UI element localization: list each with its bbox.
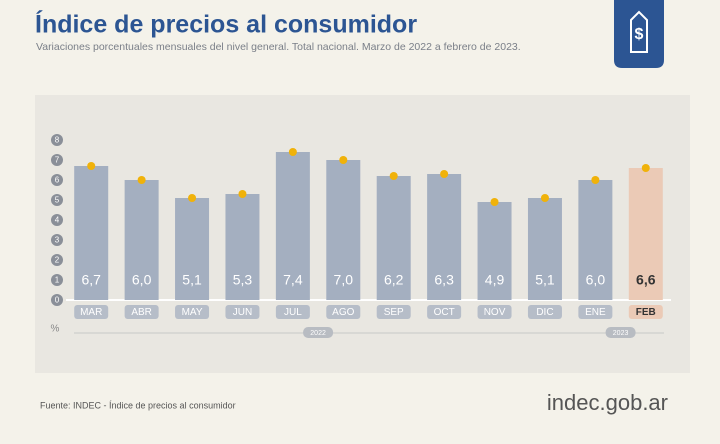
value-label: 6,2	[384, 272, 404, 288]
bar	[427, 174, 462, 300]
bar-marker	[440, 170, 449, 178]
bar	[225, 194, 260, 300]
value-label: 5,3	[233, 272, 253, 288]
y-tick-mark	[51, 294, 63, 306]
bar-marker	[188, 194, 197, 202]
y-tick-mark	[51, 234, 63, 246]
value-label: 6,3	[434, 272, 454, 288]
bar-marker	[87, 162, 96, 170]
bar-marker	[540, 194, 549, 202]
x-tick-label: JUL	[284, 307, 302, 318]
svg-text:$: $	[635, 26, 644, 43]
y-tick-label: 6	[55, 176, 60, 185]
value-label: 6,7	[81, 272, 101, 288]
bar	[74, 166, 109, 300]
value-label: 7,0	[334, 272, 354, 288]
bar	[376, 176, 411, 300]
logo: indec.gob.ar	[547, 390, 668, 415]
source: Fuente: INDEC - Índice de precios al con…	[40, 400, 236, 410]
x-tick-label: MAR	[80, 307, 102, 318]
period-label: 2022	[310, 330, 326, 337]
x-tick-label: AGO	[332, 307, 354, 318]
category-box	[427, 305, 462, 319]
y-tick-label: 5	[55, 196, 60, 205]
y-tick-label: 2	[55, 256, 60, 265]
bar	[628, 168, 663, 300]
category-box	[225, 305, 260, 319]
x-tick-label: DIC	[536, 307, 553, 318]
bar	[326, 160, 361, 300]
x-tick-label: ABR	[131, 307, 152, 318]
bar-marker	[288, 148, 297, 156]
bar	[175, 198, 210, 300]
bar-marker	[591, 176, 600, 184]
bar-marker	[238, 190, 247, 198]
category-box	[326, 305, 361, 319]
bar-marker	[339, 156, 348, 164]
y-tick-mark	[51, 214, 63, 226]
bar	[477, 202, 512, 300]
x-tick-label: FEB	[636, 307, 656, 318]
category-box	[175, 305, 210, 319]
y-tick-mark	[51, 274, 63, 286]
y-tick-label: 3	[55, 236, 60, 245]
value-label: 7,4	[283, 272, 303, 288]
value-label: 6,0	[132, 272, 152, 288]
y-tick-mark	[51, 194, 63, 206]
category-box	[275, 305, 310, 319]
icon: $	[614, 0, 664, 68]
category-box	[74, 305, 109, 319]
category-box	[376, 305, 411, 319]
value-label: 5,1	[535, 272, 555, 288]
y-tick-label: 8	[55, 136, 60, 145]
y-tick-label: 0	[55, 296, 60, 305]
y-tick-mark	[51, 154, 63, 166]
x-tick-label: ENE	[585, 307, 606, 318]
x-tick-label: OCT	[434, 307, 455, 318]
period-label: 2023	[613, 330, 629, 337]
category-box	[628, 305, 663, 319]
y-tick-label: 4	[55, 216, 60, 225]
period-box	[605, 327, 636, 338]
y-axis-label: %	[51, 324, 60, 335]
y-tick-mark	[51, 134, 63, 146]
subtitle: Variaciones porcentuales mensuales del n…	[36, 41, 521, 53]
title: Índice de precios al consumidor	[35, 10, 417, 39]
x-tick-label: NOV	[484, 307, 506, 318]
value-label: 5,1	[182, 272, 202, 288]
value-label: 6,0	[586, 272, 606, 288]
bar-marker	[137, 176, 146, 184]
value-label: 4,9	[485, 272, 505, 288]
bar	[527, 198, 562, 300]
bar	[124, 180, 159, 300]
x-tick-label: SEP	[384, 307, 404, 318]
bar-marker	[641, 164, 650, 172]
x-tick-label: JUN	[233, 307, 252, 318]
period-box	[303, 327, 334, 338]
y-tick-mark	[51, 254, 63, 266]
y-tick-label: 1	[55, 276, 60, 285]
bar-marker	[389, 172, 398, 180]
category-box	[477, 305, 512, 319]
bar	[578, 180, 613, 300]
category-box	[124, 305, 159, 319]
bar	[275, 152, 310, 300]
y-tick-mark	[51, 174, 63, 186]
category-box	[527, 305, 562, 319]
category-box	[578, 305, 613, 319]
value-label: 6,6	[636, 272, 656, 288]
y-tick-label: 7	[55, 156, 60, 165]
x-tick-label: MAY	[182, 307, 203, 318]
bar-marker	[490, 198, 499, 206]
